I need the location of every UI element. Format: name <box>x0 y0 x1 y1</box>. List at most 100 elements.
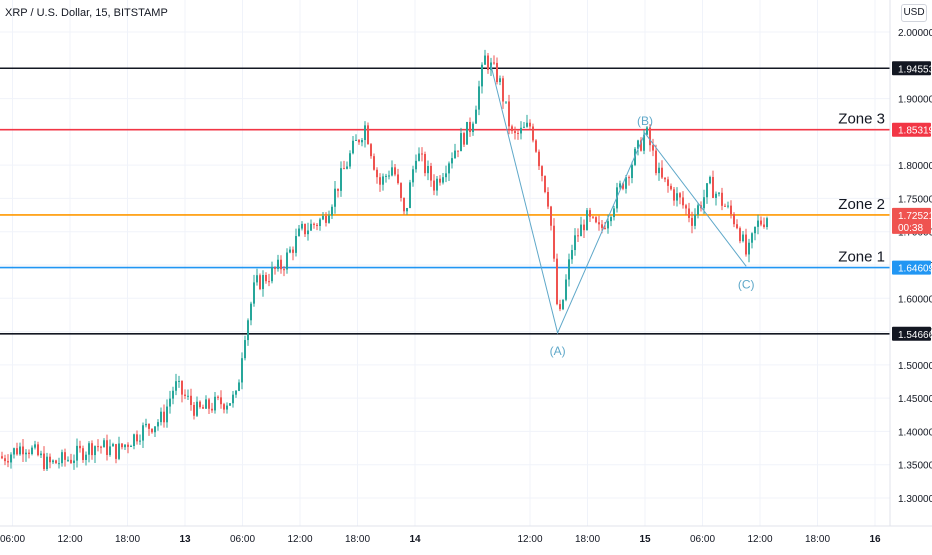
candle-body <box>73 460 75 463</box>
time-axis-bg <box>0 526 932 550</box>
x-tick-label: 06:00 <box>230 534 255 545</box>
candle-body <box>367 125 369 145</box>
candle-body <box>88 443 90 455</box>
candle-body <box>148 423 150 429</box>
x-tick-label: 12:00 <box>747 534 772 545</box>
candle-body <box>754 226 756 234</box>
candle-body <box>613 208 615 218</box>
x-tick-label: 18:00 <box>575 534 600 545</box>
candle-body <box>316 224 318 227</box>
candle-body <box>592 216 594 218</box>
candle-body <box>268 281 270 283</box>
x-tick-label: 12:00 <box>287 534 312 545</box>
x-tick-label: 12:00 <box>57 534 82 545</box>
candle-body <box>418 153 420 161</box>
x-tick-label: 18:00 <box>115 534 140 545</box>
y-tick-label: 1.80000 <box>898 161 932 172</box>
candle-body <box>1 456 3 459</box>
candle-body <box>691 217 693 226</box>
candle-body <box>583 224 585 231</box>
candle-body <box>472 123 474 133</box>
y-tick-label: 1.50000 <box>898 361 932 372</box>
candle-body <box>16 448 18 455</box>
x-tick-label: 06:00 <box>690 534 715 545</box>
candle-body <box>31 447 33 455</box>
wave-label: (B) <box>637 114 653 128</box>
candle-body <box>193 404 195 416</box>
candle-body <box>619 183 621 188</box>
candle-body <box>211 408 213 411</box>
candle-body <box>436 178 438 191</box>
candle-body <box>565 279 567 300</box>
candle-body <box>301 223 303 229</box>
candle-body <box>67 459 69 461</box>
candle-body <box>247 320 249 341</box>
candle-body <box>361 140 363 143</box>
candle-body <box>745 234 747 255</box>
currency-button[interactable]: USD <box>901 4 927 22</box>
candle-body <box>577 235 579 237</box>
candle-body <box>397 174 399 184</box>
candle-body <box>445 173 447 178</box>
candle-body <box>709 176 711 184</box>
candle-body <box>103 440 105 448</box>
candle-body <box>433 180 435 191</box>
candle-body <box>241 358 243 383</box>
candle-body <box>727 205 729 207</box>
candle-body <box>283 269 285 271</box>
zone-label: Zone 3 <box>838 111 885 128</box>
candle-body <box>154 426 156 433</box>
wave-label: (C) <box>738 277 755 291</box>
level-price-tag-bg <box>892 61 931 76</box>
candle-body <box>571 250 573 260</box>
x-tick-label: 13 <box>179 534 191 545</box>
gridlines <box>0 0 890 526</box>
candle-body <box>385 175 387 177</box>
candle-body <box>295 236 297 253</box>
candle-body <box>94 446 96 456</box>
candle-body <box>739 228 741 242</box>
candle-body <box>55 460 57 464</box>
level-price-tag: 1.85319 <box>898 126 932 137</box>
candle-body <box>736 224 738 229</box>
candle-body <box>310 223 312 231</box>
candle-body <box>607 221 609 229</box>
candle-body <box>502 78 504 102</box>
candle-body <box>646 127 648 135</box>
candle-body <box>232 394 234 404</box>
price-axis: 2.000001.900001.800001.750001.700001.650… <box>889 0 932 550</box>
candle-body <box>409 182 411 208</box>
candle-body <box>637 140 639 149</box>
candle-body <box>37 444 39 456</box>
candle-body <box>670 185 672 190</box>
candle-body <box>394 167 396 175</box>
y-tick-label: 1.60000 <box>898 294 932 305</box>
candle-body <box>454 150 456 159</box>
candle-body <box>412 169 414 183</box>
candle-body <box>679 193 681 198</box>
candle-body <box>250 303 252 321</box>
candle-body <box>580 224 582 237</box>
candle-body <box>373 156 375 170</box>
candle-body <box>484 55 486 65</box>
candle-body <box>151 428 153 433</box>
candle-body <box>205 399 207 409</box>
x-tick-label: 06:00 <box>0 534 25 545</box>
candle-body <box>550 206 552 226</box>
candle-body <box>34 444 36 448</box>
candle-body <box>766 218 768 227</box>
candle-body <box>652 145 654 151</box>
candle-body <box>751 233 753 243</box>
candle-body <box>529 122 531 127</box>
candle-body <box>421 153 423 155</box>
candle-body <box>13 448 15 455</box>
x-tick-label: 15 <box>639 534 651 545</box>
y-tick-label: 1.40000 <box>898 427 932 438</box>
y-tick-label: 1.45000 <box>898 394 932 405</box>
candle-body <box>289 249 291 253</box>
candle-body <box>625 177 627 189</box>
candle-body <box>553 225 555 259</box>
candle-body <box>115 444 117 459</box>
